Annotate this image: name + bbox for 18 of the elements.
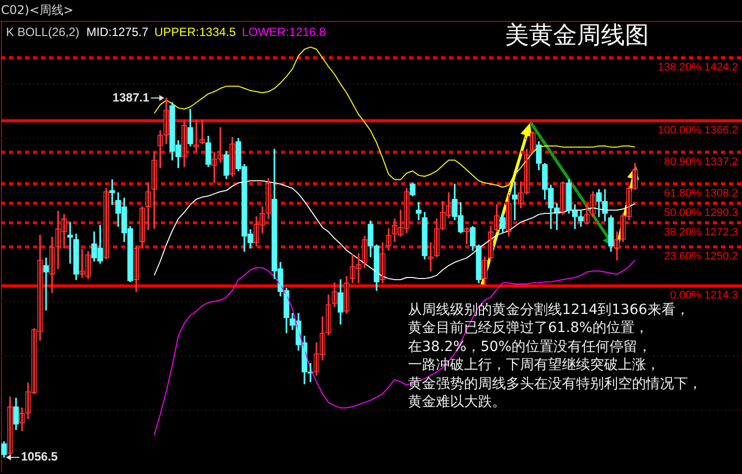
ref-line-label: 80.90% 1337.2 [664, 156, 738, 168]
annotation: 黄金难以大跌。 [408, 393, 507, 412]
text: UPPER:1334.5 [154, 25, 236, 39]
annotation: 从周线级别的黄金分割线1214到1366来看， [408, 301, 690, 320]
annotation: 1387.1 [112, 90, 150, 104]
ref-line-label: 23.60% 1250.2 [664, 250, 738, 262]
ref-line-label: 61.80% 1308.2 [664, 187, 738, 200]
annotation: 1056.5 [21, 450, 58, 464]
ref-line-label: 38.20% 1272.3 [664, 226, 738, 238]
chart-subtitle: C02)<周线> [1, 3, 74, 17]
ref-line-label: 138.20% 1424.2 [658, 61, 738, 74]
legend-title: K BOLL(26,2) [6, 25, 80, 39]
text: MID:1275.7 [86, 25, 148, 39]
ref-line-label: 100.00% 1366.2 [658, 124, 738, 136]
chart-title: 美黄金周线图 [505, 21, 649, 49]
ref-line-label: 50.00% 1290.3 [664, 206, 738, 219]
text: LOWER:1216.8 [242, 25, 326, 39]
ref-line-label: 0.00% 1214.3 [670, 289, 738, 302]
